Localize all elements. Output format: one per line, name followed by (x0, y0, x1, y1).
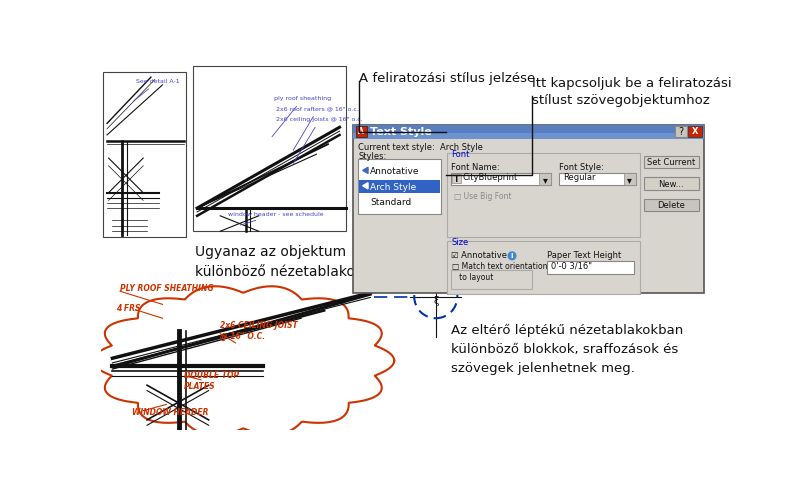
Text: 0'-0 3/16": 0'-0 3/16" (551, 261, 592, 270)
Bar (547, 261, 634, 273)
Bar (356, 127, 366, 137)
Text: Annotative: Annotative (370, 168, 420, 176)
Bar (358, 159, 441, 214)
Bar (559, 173, 636, 185)
Text: A: A (358, 128, 364, 136)
Text: Az eltérő léptékű nézetablakokban
különböző blokkok, sraffozások és
szövegek jel: Az eltérő léptékű nézetablakokban különb… (451, 324, 683, 375)
Bar (193, 66, 346, 231)
Text: △: △ (432, 256, 440, 266)
Text: T: T (454, 175, 460, 184)
Text: window header - see schedule: window header - see schedule (228, 212, 324, 225)
Bar (354, 125, 704, 293)
Bar (644, 156, 699, 168)
Text: 2x6 CEILING JOIST
@ 16" O.C.: 2x6 CEILING JOIST @ 16" O.C. (220, 321, 298, 341)
Bar (644, 199, 699, 211)
Text: Delete: Delete (657, 201, 685, 210)
Text: 4 FRS: 4 FRS (116, 304, 141, 313)
Text: New...: New... (659, 180, 684, 189)
Text: □ Use Big Font: □ Use Big Font (453, 192, 511, 201)
Bar (448, 153, 640, 237)
Bar (359, 180, 441, 193)
Text: Styles:: Styles: (358, 152, 386, 161)
Bar (354, 133, 704, 139)
Text: Regular: Regular (563, 172, 596, 182)
Text: Arch Style: Arch Style (370, 183, 417, 192)
Bar (103, 72, 187, 237)
Bar (688, 127, 702, 137)
Text: ply roof sheathing: ply roof sheathing (272, 96, 331, 137)
Text: Size: Size (451, 238, 468, 247)
Text: ?: ? (678, 127, 683, 137)
Text: A feliratozási stílus jelzése: A feliratozási stílus jelzése (359, 72, 535, 85)
Text: 2x6 roof rafters @ 16" o.c.: 2x6 roof rafters @ 16" o.c. (276, 106, 359, 150)
Bar (448, 241, 640, 294)
Circle shape (508, 252, 516, 260)
Text: WINDOW HEADER: WINDOW HEADER (131, 408, 208, 417)
Text: Font: Font (451, 150, 470, 158)
Bar (354, 125, 704, 139)
Text: X: X (692, 128, 698, 136)
Text: See detail A-1: See detail A-1 (134, 79, 179, 101)
Text: CityBlueprint: CityBlueprint (463, 172, 518, 182)
Text: 2x6 ceiling joists @ 16" o.c.: 2x6 ceiling joists @ 16" o.c. (276, 117, 363, 163)
Text: Ugyanaz az objektum
különböző nézetablakokban: Ugyanaz az objektum különböző nézetablak… (195, 245, 389, 279)
Bar (451, 173, 551, 185)
Text: ▾: ▾ (627, 175, 632, 185)
Text: DOUBLE TOP
PLATES: DOUBLE TOP PLATES (184, 371, 239, 391)
Text: Font Name:: Font Name: (451, 163, 500, 171)
Bar (539, 173, 551, 185)
Text: ξ: ξ (433, 296, 438, 306)
Text: i: i (511, 253, 513, 259)
Bar (623, 173, 636, 185)
Text: Paper Text Height: Paper Text Height (547, 251, 622, 260)
Bar (451, 270, 532, 289)
Text: Set Current: Set Current (647, 158, 695, 167)
Text: Standard: Standard (370, 198, 411, 207)
Text: ☑ Annotative: ☑ Annotative (451, 251, 507, 260)
Bar (675, 127, 687, 137)
Text: ▾: ▾ (543, 175, 547, 185)
Text: Current text style:  Arch Style: Current text style: Arch Style (358, 142, 483, 152)
Polygon shape (362, 183, 368, 189)
Text: Itt kapcsoljuk be a feliratozási
stílust szövegobjektumhoz: Itt kapcsoljuk be a feliratozási stílust… (532, 77, 732, 107)
Bar (452, 174, 461, 184)
Text: Text Style: Text Style (370, 127, 432, 137)
Polygon shape (362, 167, 368, 173)
Bar (644, 177, 699, 190)
Text: Font Style:: Font Style: (559, 163, 604, 171)
Text: PLY ROOF SHEATHING: PLY ROOF SHEATHING (120, 284, 214, 294)
Text: □ Match text orientation
   to layout: □ Match text orientation to layout (452, 262, 547, 283)
